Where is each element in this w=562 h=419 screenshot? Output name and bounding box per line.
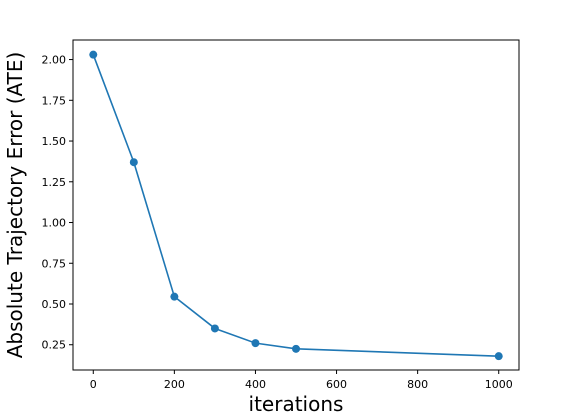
x-tick-label: 200 bbox=[164, 378, 185, 391]
data-point bbox=[89, 50, 98, 59]
y-tick-label: 1.75 bbox=[42, 94, 67, 107]
x-tick-label: 400 bbox=[245, 378, 266, 391]
y-tick-label: 0.50 bbox=[42, 298, 67, 311]
data-point bbox=[251, 339, 260, 348]
y-tick-label: 2.00 bbox=[42, 54, 67, 67]
data-point bbox=[170, 292, 179, 301]
y-axis: 0.25 0.50 0.75 1.00 1.25 1.50 1.75 2.00 bbox=[42, 54, 73, 352]
data-point bbox=[129, 158, 138, 167]
x-tick-label: 1000 bbox=[485, 378, 513, 391]
y-tick-label: 1.00 bbox=[42, 217, 67, 230]
y-tick-label: 0.25 bbox=[42, 339, 67, 352]
x-tick-label: 800 bbox=[407, 378, 428, 391]
series-layer bbox=[89, 50, 503, 361]
y-axis-label: Absolute Trajectory Error (ATE) bbox=[3, 52, 27, 359]
x-axis: 0 200 400 600 800 1000 bbox=[90, 370, 513, 391]
y-tick-label: 1.25 bbox=[42, 176, 67, 189]
y-tick-label: 0.75 bbox=[42, 257, 67, 270]
data-point bbox=[494, 352, 503, 361]
plot-area-frame bbox=[72, 39, 520, 371]
x-tick-label: 600 bbox=[326, 378, 347, 391]
data-point bbox=[210, 324, 219, 333]
x-axis-label: iterations bbox=[249, 392, 344, 416]
data-point bbox=[292, 344, 300, 353]
y-tick-label: 1.50 bbox=[42, 135, 67, 148]
x-tick-label: 0 bbox=[90, 378, 97, 391]
